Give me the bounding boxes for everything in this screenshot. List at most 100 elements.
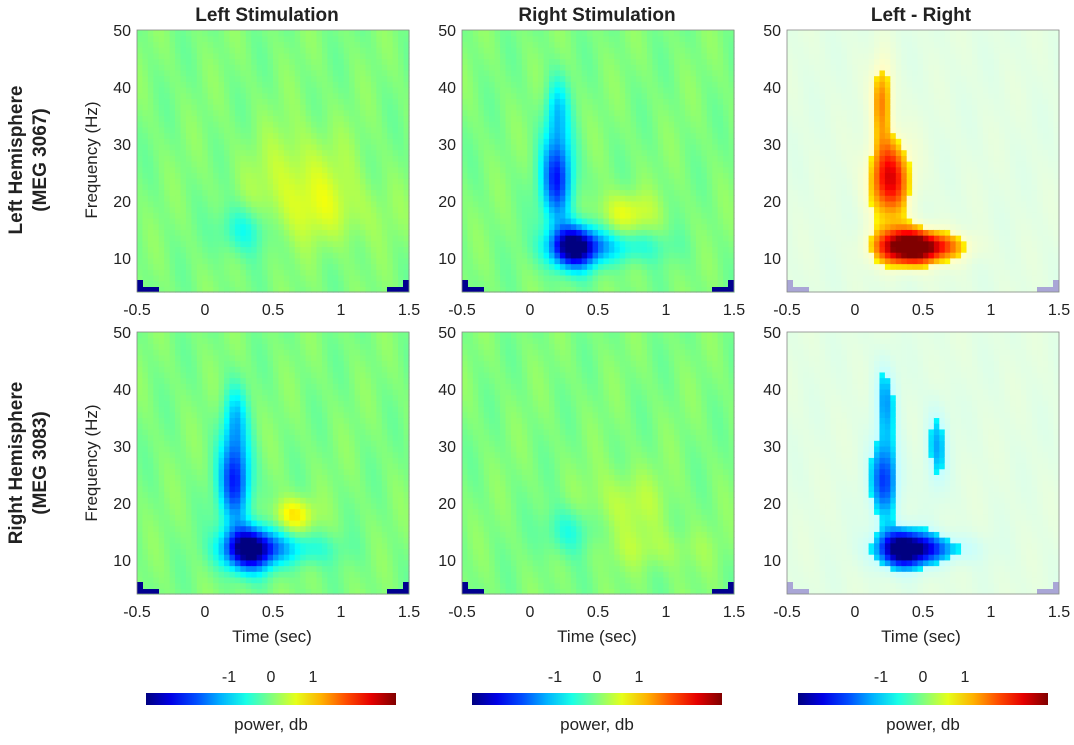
heatmap-cell <box>478 98 485 105</box>
heatmap-cell <box>819 257 826 265</box>
heatmap-cell <box>652 206 659 213</box>
heatmap-cell <box>549 47 556 54</box>
heatmap-cell <box>706 126 713 134</box>
heatmap-cell <box>311 149 318 156</box>
heatmap-cell <box>267 166 274 173</box>
heatmap-cell <box>559 286 566 293</box>
heatmap-cell <box>240 280 247 287</box>
heatmap-cell <box>587 183 594 191</box>
heatmap-cell <box>300 195 307 202</box>
heatmap-cell <box>305 223 312 230</box>
heatmap-cell <box>570 115 577 122</box>
heatmap-cell <box>489 64 496 71</box>
heatmap-cell <box>657 240 664 248</box>
heatmap-cell <box>354 35 361 42</box>
heatmap-cell <box>256 109 263 117</box>
heatmap-cell <box>587 138 594 145</box>
heatmap-cell <box>625 115 632 122</box>
heatmap-cell <box>797 132 804 139</box>
heatmap-cell <box>663 69 670 77</box>
heatmap-cell <box>549 252 556 259</box>
heatmap-cell <box>797 35 804 42</box>
heatmap-cell <box>273 115 280 122</box>
heatmap-cell <box>462 58 469 65</box>
heatmap-cell <box>559 47 566 54</box>
heatmap-cell <box>723 240 730 248</box>
heatmap-cell <box>321 286 328 293</box>
heatmap-cell <box>803 30 810 37</box>
heatmap-cell <box>164 178 171 185</box>
heatmap-cell <box>803 257 810 265</box>
heatmap-cell <box>576 246 583 253</box>
heatmap-cell <box>289 166 296 173</box>
heatmap-cell <box>679 92 686 99</box>
heatmap-cell <box>137 274 144 282</box>
heatmap-cell <box>636 183 643 191</box>
heatmap-cell <box>305 178 312 185</box>
heatmap-cell <box>668 257 675 265</box>
heatmap-cell <box>349 58 356 65</box>
heatmap-cell <box>164 223 171 230</box>
heatmap-cell <box>521 126 528 134</box>
heatmap-cell <box>376 263 383 270</box>
heatmap-cell <box>619 64 626 71</box>
heatmap-cell <box>387 115 394 122</box>
heatmap-cell <box>191 280 198 287</box>
heatmap-cell <box>483 161 490 168</box>
heatmap-cell <box>196 92 203 99</box>
heatmap-cell <box>207 240 214 248</box>
heatmap-cell <box>354 132 361 139</box>
heatmap-cell <box>360 166 367 173</box>
heatmap-cell <box>803 195 810 202</box>
heatmap-cell <box>814 121 821 128</box>
heatmap-cell <box>808 172 815 179</box>
heatmap-cell <box>538 126 545 134</box>
heatmap-cell <box>543 212 550 219</box>
heatmap-cell <box>728 98 735 105</box>
heatmap-cell <box>619 183 626 191</box>
heatmap-cell <box>153 121 160 128</box>
heatmap-cell <box>175 161 182 168</box>
heatmap-cell <box>500 257 507 265</box>
heatmap-cell <box>554 178 561 185</box>
heatmap-cell <box>365 161 372 168</box>
heatmap-cell <box>825 161 832 168</box>
heatmap-cell <box>207 121 214 128</box>
heatmap-cell <box>321 52 328 60</box>
heatmap-cell <box>251 109 258 117</box>
heatmap-cell <box>603 41 610 48</box>
heatmap-cell <box>685 64 692 71</box>
heatmap-cell <box>273 229 280 236</box>
heatmap-cell <box>641 183 648 191</box>
heatmap-cell <box>565 98 572 105</box>
heatmap-cell <box>549 75 556 82</box>
heatmap-cell <box>803 229 810 236</box>
heatmap-cell <box>175 200 182 208</box>
heatmap-cell <box>360 75 367 82</box>
heatmap-cell <box>587 52 594 60</box>
heatmap-cell <box>489 223 496 230</box>
heatmap-cell <box>808 263 815 270</box>
heatmap-cell <box>625 246 632 253</box>
heatmap-cell <box>403 81 410 88</box>
heatmap-cell <box>398 252 405 259</box>
heatmap-cell <box>652 86 659 94</box>
heatmap-cell <box>218 200 225 208</box>
heatmap-cell <box>668 200 675 208</box>
heatmap-cell <box>137 138 144 145</box>
heatmap-cell <box>294 104 301 111</box>
heatmap-cell <box>619 172 626 179</box>
heatmap-cell <box>327 64 334 71</box>
heatmap-cell <box>300 240 307 248</box>
heatmap-cell <box>175 206 182 213</box>
heatmap-cell <box>180 161 187 168</box>
heatmap-cell <box>365 35 372 42</box>
heatmap-cell <box>462 172 469 179</box>
heatmap-cell <box>142 183 149 191</box>
heatmap-cell <box>224 161 231 168</box>
heatmap-cell <box>663 257 670 265</box>
heatmap-cell <box>472 58 479 65</box>
heatmap-cell <box>570 30 577 37</box>
heatmap-cell <box>185 75 192 82</box>
heatmap-cell <box>494 41 501 48</box>
